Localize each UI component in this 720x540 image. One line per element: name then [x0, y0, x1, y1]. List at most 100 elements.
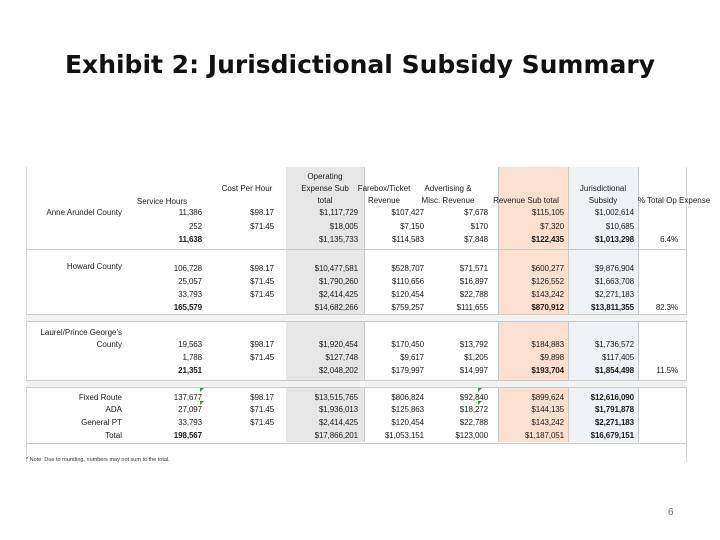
cell-cost-per-hour: $71.45: [250, 418, 274, 427]
operating-expense-column-shade: [286, 167, 364, 442]
row-label-howard: Howard County: [66, 262, 122, 271]
green-triangle-icon: [478, 401, 482, 405]
header-operating-expense-line3: total: [317, 196, 333, 205]
cell-subsidy-total: $13,811,355: [591, 303, 634, 312]
cell-opex-total: $14,682,266: [314, 303, 358, 312]
cell-cost-per-hour: $71.45: [250, 290, 274, 299]
header-advertising-line1: Advertising &: [424, 184, 472, 193]
cell-hours: 33,793: [178, 290, 202, 299]
cell-cost-per-hour: $98.17: [250, 393, 274, 402]
cell-advertising-total: $123,000: [455, 431, 488, 440]
cell-hours: 25,057: [178, 277, 202, 286]
cell-farebox: $9,617: [400, 353, 424, 362]
cell-revenue: $899,624: [531, 393, 564, 402]
slide-title: Exhibit 2: Jurisdictional Subsidy Summar…: [64, 50, 656, 79]
cell-advertising: $1,205: [464, 353, 488, 362]
column-divider: [364, 167, 365, 442]
cell-subsidy: $9,876,904: [594, 264, 634, 273]
column-divider: [568, 167, 569, 442]
cell-revenue: $143,242: [531, 418, 564, 427]
cell-cost-per-hour: $71.45: [250, 405, 274, 414]
cell-hours: 27,097: [178, 405, 202, 414]
cell-farebox-total: $1,053,151: [384, 431, 424, 440]
cell-percent: 82.3%: [655, 303, 678, 312]
row-label-laurel-line1: Laurel/Prince George's: [40, 328, 122, 337]
cell-opex: $1,920,454: [318, 340, 358, 349]
cell-cost-per-hour: $98.17: [250, 264, 274, 273]
table-bottom-border: [26, 443, 687, 444]
cell-opex: $13,515,765: [314, 393, 358, 402]
cell-farebox: $107,427: [391, 208, 424, 217]
cell-hours-total: 21,351: [178, 366, 202, 375]
cell-cost-per-hour: $71.45: [250, 353, 274, 362]
row-label-ada: ADA: [105, 405, 122, 414]
cell-revenue: $126,552: [531, 277, 564, 286]
cell-opex: $2,414,425: [318, 418, 358, 427]
cell-percent: 6.4%: [660, 235, 678, 244]
cell-cost-per-hour: $71.45: [250, 277, 274, 286]
cell-cost-per-hour: $98.17: [250, 208, 274, 217]
cell-advertising-total: $14,997: [459, 366, 488, 375]
cell-subsidy: $12,616,090: [590, 393, 634, 402]
column-divider: [638, 167, 639, 442]
cell-subsidy-total: $1,013,298: [594, 235, 634, 244]
row-label-fixed-route: Fixed Route: [78, 393, 122, 402]
cell-subsidy: $117,405: [602, 353, 634, 362]
cell-subsidy-total: $16,679,151: [590, 431, 634, 440]
cell-revenue-total: $193,704: [531, 366, 564, 375]
cell-advertising: $18,272: [459, 405, 488, 414]
cell-opex: $18,005: [329, 222, 358, 231]
cell-percent: 11.5%: [656, 366, 678, 375]
cell-hours: 33,793: [178, 418, 202, 427]
cell-advertising: $7,678: [464, 208, 488, 217]
cell-opex: $10,477,581: [314, 264, 358, 273]
cell-subsidy: $2,271,183: [594, 290, 634, 299]
cell-opex: $2,414,425: [318, 290, 358, 299]
cell-revenue: $7,320: [540, 222, 564, 231]
cell-hours: 252: [188, 222, 202, 231]
header-farebox-line2: Revenue: [367, 196, 401, 205]
row-label-total: Total: [105, 431, 122, 440]
header-cost-per-hour: Cost Per Hour: [221, 184, 273, 193]
cell-hours-total: 11,638: [178, 235, 203, 244]
cell-opex-total: $1,135,733: [318, 235, 358, 244]
header-service-hours: Service Hours: [136, 197, 188, 206]
page-number: 6: [668, 507, 674, 518]
cell-advertising: $92,840: [459, 393, 488, 402]
cell-opex-total: $17,866,201: [314, 431, 358, 440]
cell-farebox: $528,707: [391, 264, 424, 273]
cell-revenue: $143,242: [531, 290, 564, 299]
subsidy-column-shade: [568, 167, 638, 442]
header-subsidy-line1: Jurisdictional: [579, 184, 627, 193]
cell-revenue: $600,277: [531, 264, 564, 273]
cell-hours: 11,386: [178, 208, 202, 217]
cell-revenue-total: $870,912: [531, 303, 564, 312]
cell-hours-total: 165,579: [173, 303, 202, 312]
cell-farebox: $170,450: [391, 340, 424, 349]
cell-subsidy: $2,271,183: [594, 418, 634, 427]
header-farebox-line1: Farebox/Ticket: [357, 184, 411, 193]
cell-farebox: $125,863: [391, 405, 424, 414]
cell-revenue-total: $1,187,051: [524, 431, 564, 440]
green-triangle-icon: [200, 388, 204, 392]
cell-hours: 137,677: [173, 393, 202, 402]
cell-advertising: $16,897: [459, 277, 488, 286]
cell-advertising: $22,788: [459, 418, 488, 427]
cell-hours-total: 198,567: [173, 431, 202, 440]
cell-revenue-total: $122,435: [531, 235, 564, 244]
cell-opex: $1,936,013: [318, 405, 358, 414]
cell-farebox: $110,656: [392, 277, 424, 286]
cell-farebox-total: $114,583: [392, 235, 424, 244]
header-operating-expense-line2: Expense Sub: [301, 184, 349, 193]
row-label-anne-arundel: Anne Arundel County: [46, 208, 122, 217]
cell-farebox: $120,454: [391, 418, 424, 427]
header-operating-expense-line1: Operating: [307, 172, 343, 181]
row-label-laurel-line2: County: [96, 340, 122, 349]
cell-farebox: $806,824: [391, 393, 424, 402]
cell-farebox-total: $179,997: [391, 366, 424, 375]
cell-hours: 1,788: [182, 353, 202, 362]
cell-advertising: $22,788: [459, 290, 488, 299]
cell-cost-per-hour: $98.17: [250, 340, 274, 349]
cell-revenue: $184,883: [531, 340, 564, 349]
row-divider: [26, 249, 687, 250]
